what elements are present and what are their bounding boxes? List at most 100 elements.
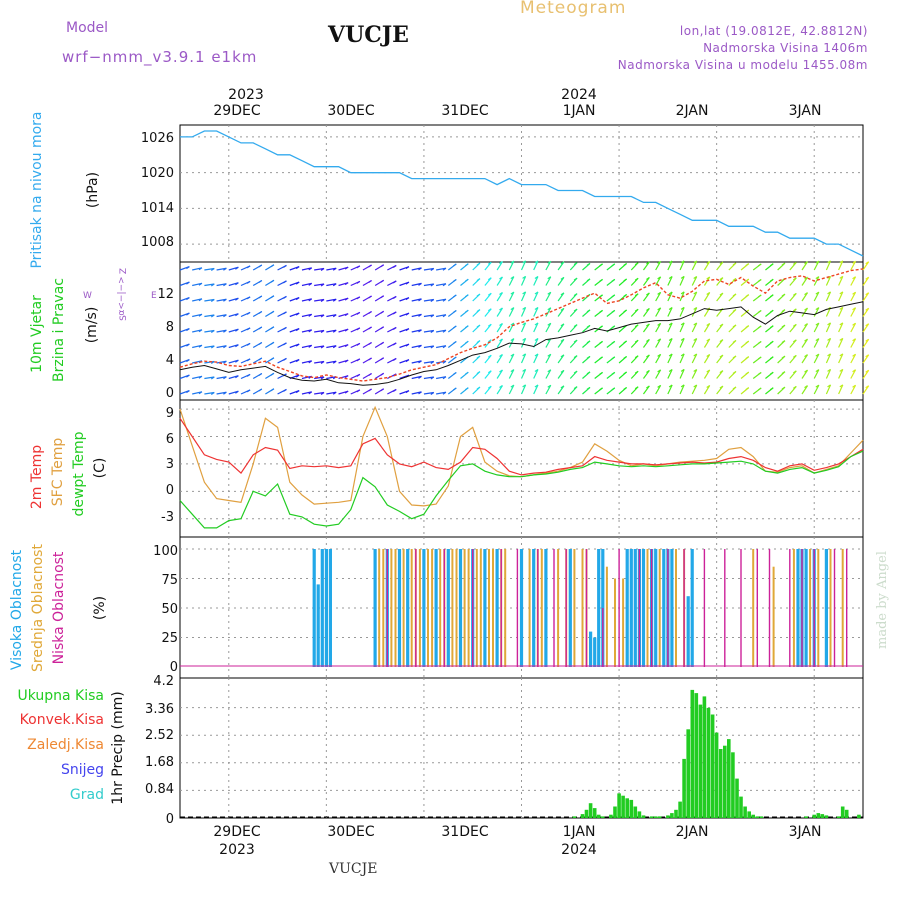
wind-arrow-head xyxy=(258,357,263,361)
wind-arrow-head xyxy=(657,338,661,342)
temp-title-3: dewpt Temp xyxy=(71,431,87,516)
wind-arrow-head xyxy=(706,338,711,342)
wind-arrow-head xyxy=(418,391,422,395)
wind-arrow-head xyxy=(246,311,251,315)
wind-arrow-head xyxy=(719,277,724,281)
wind-arrow-head xyxy=(732,293,737,297)
wind-arrow-head xyxy=(392,264,397,268)
wind-arrow-head xyxy=(611,340,616,344)
wind-arrow xyxy=(423,329,434,333)
wind-arrow-head xyxy=(769,325,774,329)
wind-arrow-head xyxy=(405,343,410,347)
wind-arrow xyxy=(436,329,447,333)
wind-arrow-head xyxy=(534,368,539,372)
wind-arrow-head xyxy=(270,295,275,299)
wind-arrow xyxy=(496,338,503,348)
station-title: VUCJE xyxy=(328,22,409,48)
wind-arrow-head xyxy=(852,384,856,388)
wind-arrow xyxy=(301,360,312,364)
dewpt-temp-line xyxy=(179,450,864,529)
wind-arrow-head xyxy=(418,344,422,348)
wind-arrow-head xyxy=(442,360,447,364)
wind-arrow-head xyxy=(827,384,831,388)
wind-arrow-head xyxy=(693,338,698,342)
precip-bar xyxy=(718,749,723,818)
wind-arrow-head xyxy=(510,338,515,342)
wind-arrow xyxy=(326,360,337,364)
wind-arrow-head xyxy=(464,309,469,313)
wind-arrow-head xyxy=(827,291,831,295)
precip-bar xyxy=(601,816,605,818)
wind-arrow-head xyxy=(757,356,762,360)
wind-arrow xyxy=(813,384,820,395)
wind-arrow-head xyxy=(634,355,639,359)
precip-bar xyxy=(609,814,613,818)
wind-arrow-head xyxy=(599,340,603,344)
wind-arrow-head xyxy=(356,373,361,377)
wind-arrow xyxy=(533,384,539,395)
wind-arrow-head xyxy=(560,385,565,389)
wind-arrow-head xyxy=(332,267,337,271)
wind-arrow-head xyxy=(223,298,227,302)
wind-arrow xyxy=(411,344,422,349)
wind-arrow-head xyxy=(356,265,361,269)
temp-tick-m3: -3 xyxy=(161,510,174,525)
wind-arrow-head xyxy=(815,291,820,295)
wind-arrow-head xyxy=(418,360,422,364)
wind-arrow xyxy=(667,276,673,286)
wind-arrow-head xyxy=(405,281,410,285)
wind-arrow-head xyxy=(380,295,385,299)
precip-bar xyxy=(747,811,751,818)
cloud-bar-high xyxy=(670,549,674,667)
precip-bar xyxy=(641,815,646,818)
wind-arrow xyxy=(545,322,552,333)
precip-bar xyxy=(820,814,825,818)
wind-arrow-head xyxy=(560,338,565,342)
wind-arrow xyxy=(301,267,312,271)
wind-arrow-head xyxy=(732,277,737,281)
wind-arrow-head xyxy=(668,337,673,341)
cloud-bar-low xyxy=(585,549,588,667)
wind-arrow-head xyxy=(464,371,469,375)
wind-arrow-head xyxy=(745,294,750,298)
wind-arrow-head xyxy=(368,357,372,361)
wind-arrow-head xyxy=(487,292,492,296)
wind-arrow-head xyxy=(522,337,526,341)
wind-arrow-head xyxy=(270,372,275,376)
wind-arrow-head xyxy=(223,314,227,318)
wind-arrow xyxy=(423,298,434,302)
wind-arrow xyxy=(703,385,711,395)
wind-arrow xyxy=(667,369,673,379)
wind-arrow-head xyxy=(815,353,820,357)
wind-arrow-head xyxy=(865,261,870,265)
wind-arrow-head xyxy=(680,291,685,295)
wind-arrow-head xyxy=(852,276,856,280)
wind-arrow-head xyxy=(295,328,300,332)
cloud-bar-mid xyxy=(492,549,494,667)
wind-arrow xyxy=(545,369,552,379)
wind-arrow-head xyxy=(246,296,251,300)
cloud-bar-low xyxy=(650,549,653,667)
wind-arrow-head xyxy=(283,264,287,268)
precip-bar xyxy=(670,813,674,818)
wind-arrow-head xyxy=(452,340,457,344)
temp-unit: (C) xyxy=(92,458,108,479)
precip-bar xyxy=(840,806,845,818)
cloud-bar-mid xyxy=(646,549,649,667)
wind-arrow-head xyxy=(547,369,552,373)
wind-arrow-head xyxy=(476,355,481,359)
wind-arrow xyxy=(216,329,227,333)
wind-arrow-head xyxy=(246,327,251,331)
precip-bar xyxy=(743,806,747,818)
cloud-bar-high xyxy=(589,631,593,667)
wind-arrow-head xyxy=(430,345,435,349)
wind-arrow-head xyxy=(599,263,603,267)
cloud-bar-mid xyxy=(402,549,405,667)
precip-tick-336: 3.36 xyxy=(145,702,174,717)
wind-arrow-head xyxy=(186,312,190,316)
compass-w: W xyxy=(83,291,92,301)
wind-arrow-head xyxy=(547,260,552,264)
temp-title-2: SFC Temp xyxy=(50,438,66,507)
wind-arrow-head xyxy=(815,338,820,342)
wind-arrow xyxy=(691,353,698,364)
